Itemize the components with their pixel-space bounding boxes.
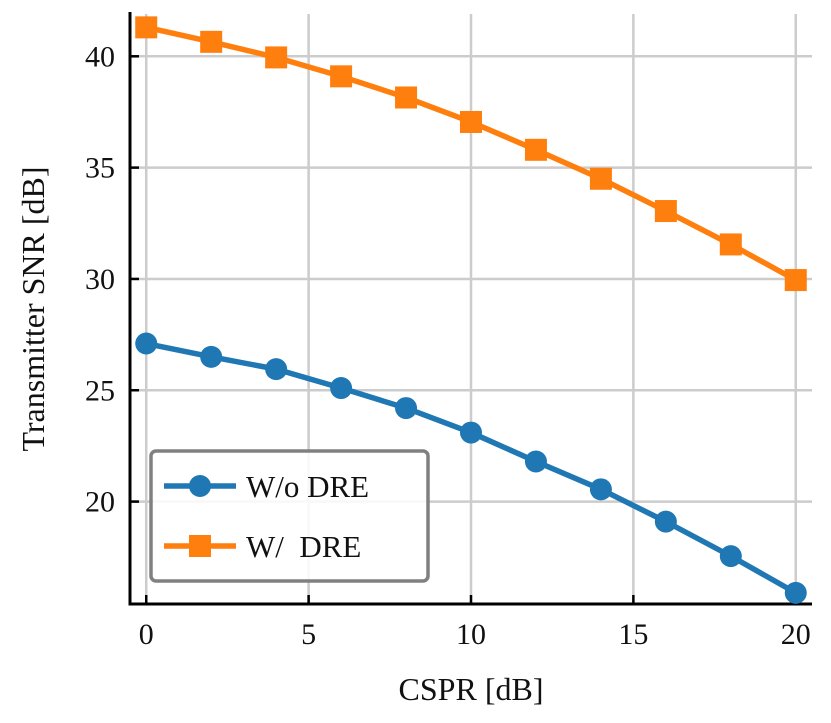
data-point (135, 332, 158, 355)
data-point (589, 478, 612, 501)
legend-item: W/o DRE (164, 469, 369, 504)
data-point (135, 16, 158, 39)
x-tick-label: 0 (139, 618, 154, 651)
legend-marker (189, 475, 211, 497)
data-point (460, 110, 482, 133)
data-point (265, 46, 288, 69)
y-axis-title: Transmitter SNR [dB] (15, 166, 51, 451)
data-point (395, 397, 418, 420)
legend-item: W/ DRE (164, 529, 361, 564)
y-tick-label: 20 (85, 486, 115, 519)
y-tick-label: 25 (85, 374, 115, 407)
legend-label: W/o DRE (246, 469, 369, 504)
data-point (395, 86, 418, 109)
data-point (524, 138, 547, 161)
data-point (784, 269, 807, 292)
data-point (330, 377, 353, 400)
x-tick-label: 10 (456, 618, 486, 651)
series-1 (135, 332, 807, 604)
data-point (200, 30, 223, 53)
legend: W/o DRE W/ DRE (149, 449, 430, 583)
data-point (719, 233, 742, 256)
data-point (330, 65, 353, 88)
data-point (265, 358, 288, 381)
data-point (654, 510, 677, 533)
data-point (654, 200, 677, 223)
legend-marker (189, 535, 211, 557)
x-axis-title: CSPR [dB] (399, 671, 544, 707)
x-tick-label: 15 (618, 618, 648, 651)
data-series (135, 16, 807, 604)
data-point (784, 581, 807, 604)
y-tick-label: 35 (85, 152, 115, 185)
x-tick-label: 5 (301, 618, 316, 651)
legend-label: W/ DRE (246, 529, 361, 564)
data-point (200, 345, 223, 368)
data-point (524, 450, 547, 473)
y-tick-label: 40 (85, 40, 115, 73)
series-2 (135, 16, 807, 292)
tick-labels: 0 5 10 15 20 20 25 30 35 40 (85, 40, 811, 651)
y-tick-label: 30 (85, 263, 115, 296)
x-tick-label: 20 (781, 618, 811, 651)
data-point (719, 545, 742, 568)
legend-items: W/o DRE W/ DRE (164, 469, 369, 564)
data-point (589, 167, 612, 190)
data-point (460, 421, 482, 444)
